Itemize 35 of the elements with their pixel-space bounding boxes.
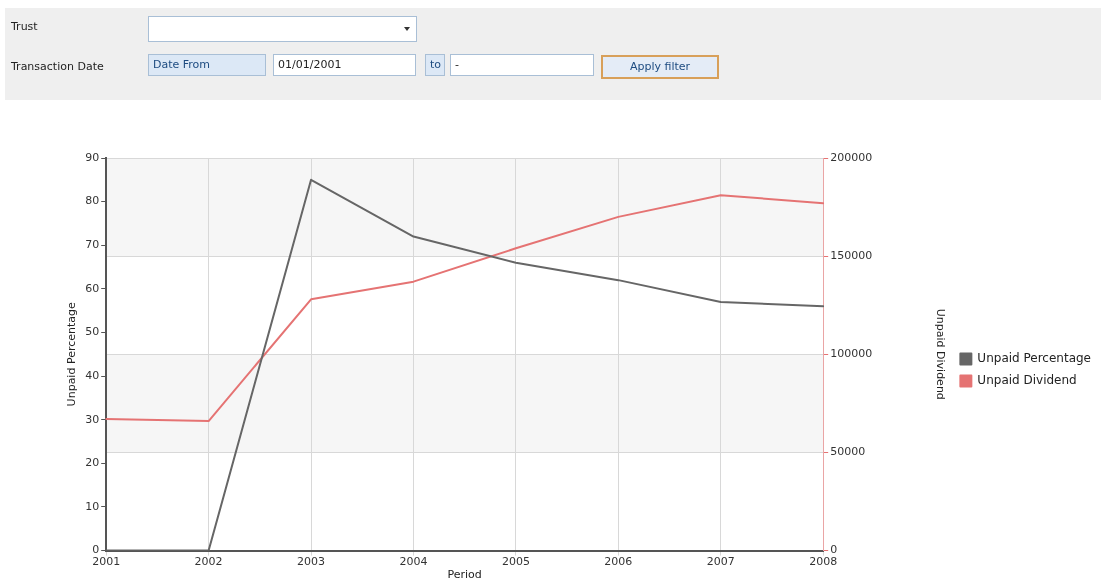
x-tick-label: 2004	[399, 555, 428, 569]
x-tick-label: 2007	[706, 555, 735, 569]
y2-tick-label: 0	[830, 543, 838, 557]
y-tick-label: 50	[85, 325, 100, 339]
text: -	[450, 54, 594, 76]
text: to	[425, 54, 445, 76]
text: Transaction Date	[11, 60, 104, 73]
text: 01/01/2001	[273, 54, 416, 76]
y-tick-label: 10	[85, 499, 100, 513]
legend-label: Unpaid Dividend	[977, 373, 1077, 388]
y-axis-title: Unpaid Percentage	[65, 301, 79, 407]
x-tick-label: 2008	[809, 555, 838, 569]
y2-tick-label: 100000	[830, 347, 873, 361]
x-tick-label: 2002	[194, 555, 223, 569]
y-tick-label: 20	[85, 456, 100, 470]
x-tick-label: 2005	[501, 555, 530, 569]
y2-tick-label: 200000	[830, 150, 873, 164]
y-tick-label: 30	[85, 412, 100, 426]
text: Trust	[11, 20, 38, 33]
x-tick-label: 2006	[604, 555, 633, 569]
text: Apply filter	[601, 55, 719, 79]
y-tick-label: 70	[85, 238, 100, 252]
y2-tick-label: 150000	[830, 249, 873, 263]
y-tick-label: 60	[85, 281, 100, 295]
y-tick-label: 40	[85, 368, 100, 382]
y-tick-label: 90	[85, 150, 100, 164]
y2-tick-label: 50000	[830, 445, 866, 459]
x-tick-label: 2001	[92, 555, 121, 569]
text: Date From	[148, 54, 266, 76]
y2-axis-title: Unpaid Dividend	[933, 308, 947, 400]
x-axis-title: Period	[447, 568, 482, 582]
x-tick-label: 2003	[297, 555, 326, 569]
legend-label: Unpaid Percentage	[977, 351, 1092, 366]
y-tick-label: 0	[92, 543, 100, 557]
y-tick-label: 80	[85, 194, 100, 208]
